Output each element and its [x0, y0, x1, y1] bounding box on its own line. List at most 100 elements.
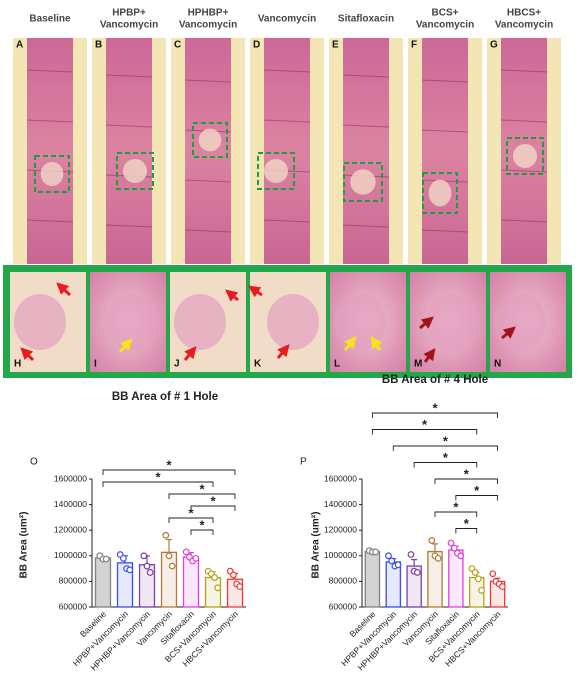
chart-title: BB Area of # 1 Hole — [112, 391, 218, 403]
y-axis-label: BB Area (um²) — [19, 512, 30, 579]
data-point — [165, 552, 173, 560]
growth-line — [500, 169, 548, 173]
data-point — [434, 554, 442, 562]
data-point — [211, 574, 219, 581]
growth-line — [342, 74, 390, 78]
growth-line — [26, 219, 74, 223]
growth-line — [105, 224, 153, 228]
significance-bracket — [392, 445, 499, 451]
data-point — [162, 531, 170, 539]
arrow — [423, 348, 436, 363]
panel-letter: B — [95, 40, 102, 51]
zoom-box — [192, 122, 228, 158]
growth-line — [263, 69, 311, 73]
tissue-region — [267, 294, 319, 350]
column-header: Vancomycin — [179, 20, 237, 31]
significance-bracket — [102, 469, 236, 475]
panel-label: O — [30, 457, 38, 468]
panel-letter: L — [334, 359, 340, 370]
data-point — [407, 551, 415, 558]
column-header: HBCS+ — [507, 8, 541, 19]
arrow — [56, 282, 72, 297]
arrow — [343, 336, 357, 351]
significance-bracket — [190, 505, 236, 511]
significance-label: * — [155, 469, 161, 484]
zoom-box — [506, 137, 544, 175]
significance-bracket — [455, 528, 478, 534]
data-point — [478, 586, 485, 594]
zoom-box — [343, 162, 383, 202]
bone-section — [343, 38, 389, 264]
growth-line — [500, 69, 548, 73]
y-tick-label: 1400000 — [54, 499, 87, 509]
y-tick-label: 1600000 — [54, 473, 87, 483]
y-tick-label: 600000 — [329, 601, 358, 611]
panel-letter: E — [332, 40, 339, 51]
significance-bracket — [168, 517, 214, 523]
defect — [428, 179, 452, 207]
significance-bracket — [455, 495, 499, 501]
bar — [364, 550, 381, 608]
data-point — [450, 544, 458, 552]
growth-line — [105, 124, 153, 128]
error-bar — [411, 559, 418, 567]
column-header: Baseline — [29, 14, 71, 25]
tissue-region — [494, 294, 546, 350]
defect — [40, 162, 64, 186]
y-tick-label: 800000 — [329, 576, 358, 586]
data-point — [126, 566, 134, 574]
growth-line — [421, 229, 469, 233]
arrow — [118, 338, 133, 354]
y-tick-label: 1200000 — [324, 524, 357, 534]
y-tick-label: 1200000 — [54, 524, 87, 534]
panel-letter: A — [16, 40, 23, 51]
y-tick-label: 1400000 — [324, 499, 357, 509]
bar — [160, 551, 178, 608]
data-point — [214, 584, 222, 592]
panel-letter: G — [490, 40, 498, 51]
significance-bracket — [102, 481, 214, 487]
data-point — [102, 555, 110, 563]
panel-letter: J — [174, 359, 180, 370]
arrow — [419, 316, 434, 330]
growth-line — [26, 69, 74, 73]
growth-line — [500, 119, 548, 123]
column-header: Vancomycin — [258, 14, 316, 25]
y-tick-label: 1000000 — [324, 550, 357, 560]
data-point — [236, 583, 244, 590]
bone-section — [27, 38, 73, 264]
growth-line — [342, 124, 390, 128]
defect — [198, 128, 222, 152]
data-point — [474, 575, 482, 583]
data-point — [168, 562, 176, 570]
zoom-box — [34, 155, 70, 193]
arrow — [20, 347, 35, 362]
growth-line — [421, 129, 469, 133]
growth-line — [421, 79, 469, 83]
significance-label: * — [474, 483, 480, 498]
growth-line — [184, 79, 232, 83]
arrow — [248, 285, 263, 298]
zoom-box — [116, 152, 154, 190]
defect — [350, 169, 376, 195]
significance-label: * — [199, 481, 205, 496]
column-header: Vancomycin — [416, 20, 474, 31]
significance-bracket — [413, 462, 478, 468]
significance-label: * — [166, 457, 172, 472]
arrow — [276, 344, 290, 359]
chart-title: BB Area of # 4 Hole — [382, 374, 488, 386]
column-header: Vancomycin — [495, 20, 553, 31]
data-point — [229, 571, 237, 579]
bone-section — [264, 38, 310, 264]
bar — [182, 556, 200, 608]
data-point — [394, 561, 402, 569]
panel-letter: N — [494, 359, 501, 370]
data-point — [447, 539, 455, 547]
panel-letter: H — [14, 359, 21, 370]
significance-label: * — [210, 493, 216, 508]
significance-bracket — [371, 412, 499, 418]
growth-line — [342, 224, 390, 228]
tissue-region — [427, 294, 479, 350]
data-point — [489, 570, 497, 578]
